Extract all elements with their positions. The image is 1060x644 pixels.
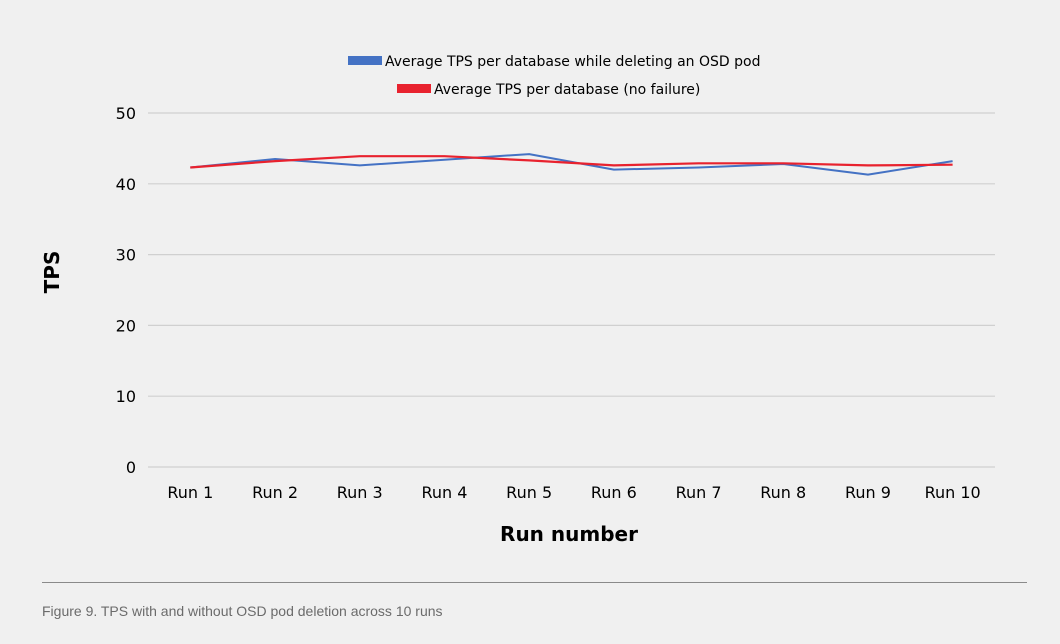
x-tick-label: Run 5 <box>506 483 552 502</box>
y-tick-label: 10 <box>116 387 136 406</box>
caption-divider <box>42 582 1027 583</box>
legend-swatch-1 <box>348 56 382 65</box>
x-tick-label: Run 10 <box>925 483 981 502</box>
x-tick-label: Run 2 <box>252 483 298 502</box>
y-tick-label: 30 <box>116 246 136 265</box>
x-axis-label: Run number <box>500 522 638 546</box>
legend-label-1: Average TPS per database while deleting … <box>385 54 760 70</box>
y-tick-label: 20 <box>116 316 136 335</box>
y-axis-ticks: 0 10 20 30 40 50 <box>116 104 136 477</box>
y-tick-label: 0 <box>126 458 136 477</box>
x-tick-label: Run 9 <box>845 483 891 502</box>
gridlines <box>148 112 995 468</box>
legend-swatch-2 <box>397 84 431 93</box>
x-tick-label: Run 8 <box>760 483 806 502</box>
y-tick-label: 40 <box>116 175 136 194</box>
legend: Average TPS per database while deleting … <box>348 54 760 98</box>
y-axis-label: TPS <box>40 251 64 294</box>
x-axis-ticks: Run 1 Run 2 Run 3 Run 4 Run 5 Run 6 Run 7 Run 8… <box>167 483 980 502</box>
x-tick-label: Run 4 <box>421 483 467 502</box>
x-tick-label: Run 7 <box>676 483 722 502</box>
x-tick-label: Run 6 <box>591 483 637 502</box>
figure-caption: Figure 9. TPS with and without OSD pod d… <box>42 603 443 619</box>
x-tick-label: Run 1 <box>167 483 213 502</box>
y-tick-label: 50 <box>116 104 136 123</box>
series-line-2 <box>190 155 953 169</box>
legend-label-2: Average TPS per database (no failure) <box>434 82 700 98</box>
x-tick-label: Run 3 <box>337 483 383 502</box>
series-lines <box>190 153 953 176</box>
